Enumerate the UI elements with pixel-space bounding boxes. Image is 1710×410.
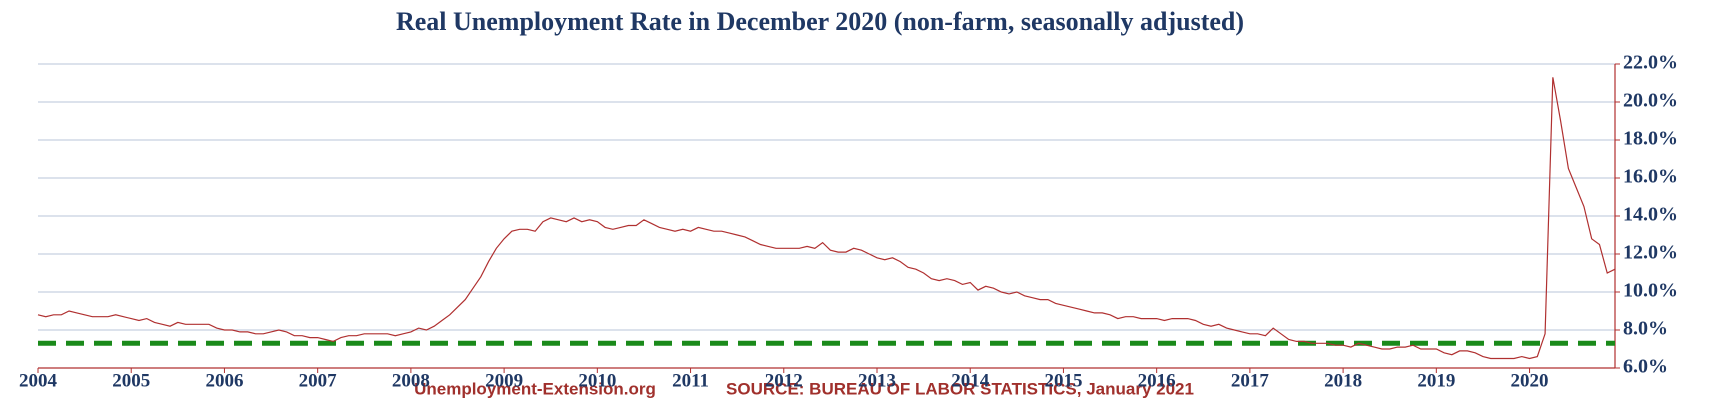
data-line xyxy=(37,77,1616,360)
x-tick-label: 2016 xyxy=(1138,370,1176,391)
x-tick-label: 2009 xyxy=(485,370,523,391)
footer-site: Unemployment-Extension.org xyxy=(414,379,656,398)
x-tick-label: 2006 xyxy=(205,370,243,391)
y-tick-label: 12.0% xyxy=(1623,242,1678,264)
x-tick-label: 2010 xyxy=(578,370,616,391)
y-tick-label: 14.0% xyxy=(1623,204,1678,226)
y-tick-label: 18.0% xyxy=(1623,128,1678,150)
y-tick-label: 16.0% xyxy=(1623,166,1678,188)
chart-title: Real Unemployment Rate in December 2020 … xyxy=(396,7,1244,36)
y-tick-label: 8.0% xyxy=(1623,318,1668,340)
x-tick-label: 2019 xyxy=(1417,370,1455,391)
x-tick-label: 2018 xyxy=(1324,370,1362,391)
x-tick-label: 2020 xyxy=(1511,370,1549,391)
y-tick-label: 22.0% xyxy=(1623,52,1678,74)
x-tick-label: 2011 xyxy=(672,370,709,391)
x-tick-label: 2015 xyxy=(1044,370,1082,391)
x-tick-label: 2013 xyxy=(858,370,896,391)
x-tick-label: 2005 xyxy=(112,370,150,391)
y-tick-label: 6.0% xyxy=(1623,356,1668,378)
y-tick-label: 10.0% xyxy=(1623,280,1678,302)
x-tick-label: 2004 xyxy=(19,370,58,391)
x-tick-label: 2014 xyxy=(951,370,990,391)
x-tick-label: 2017 xyxy=(1231,370,1270,391)
y-tick-label: 20.0% xyxy=(1623,90,1678,112)
x-tick-label: 2007 xyxy=(299,370,338,391)
footer-source: SOURCE: BUREAU OF LABOR STATISTICS, Janu… xyxy=(726,379,1194,398)
x-tick-label: 2008 xyxy=(392,370,430,391)
x-tick-label: 2012 xyxy=(765,370,803,391)
